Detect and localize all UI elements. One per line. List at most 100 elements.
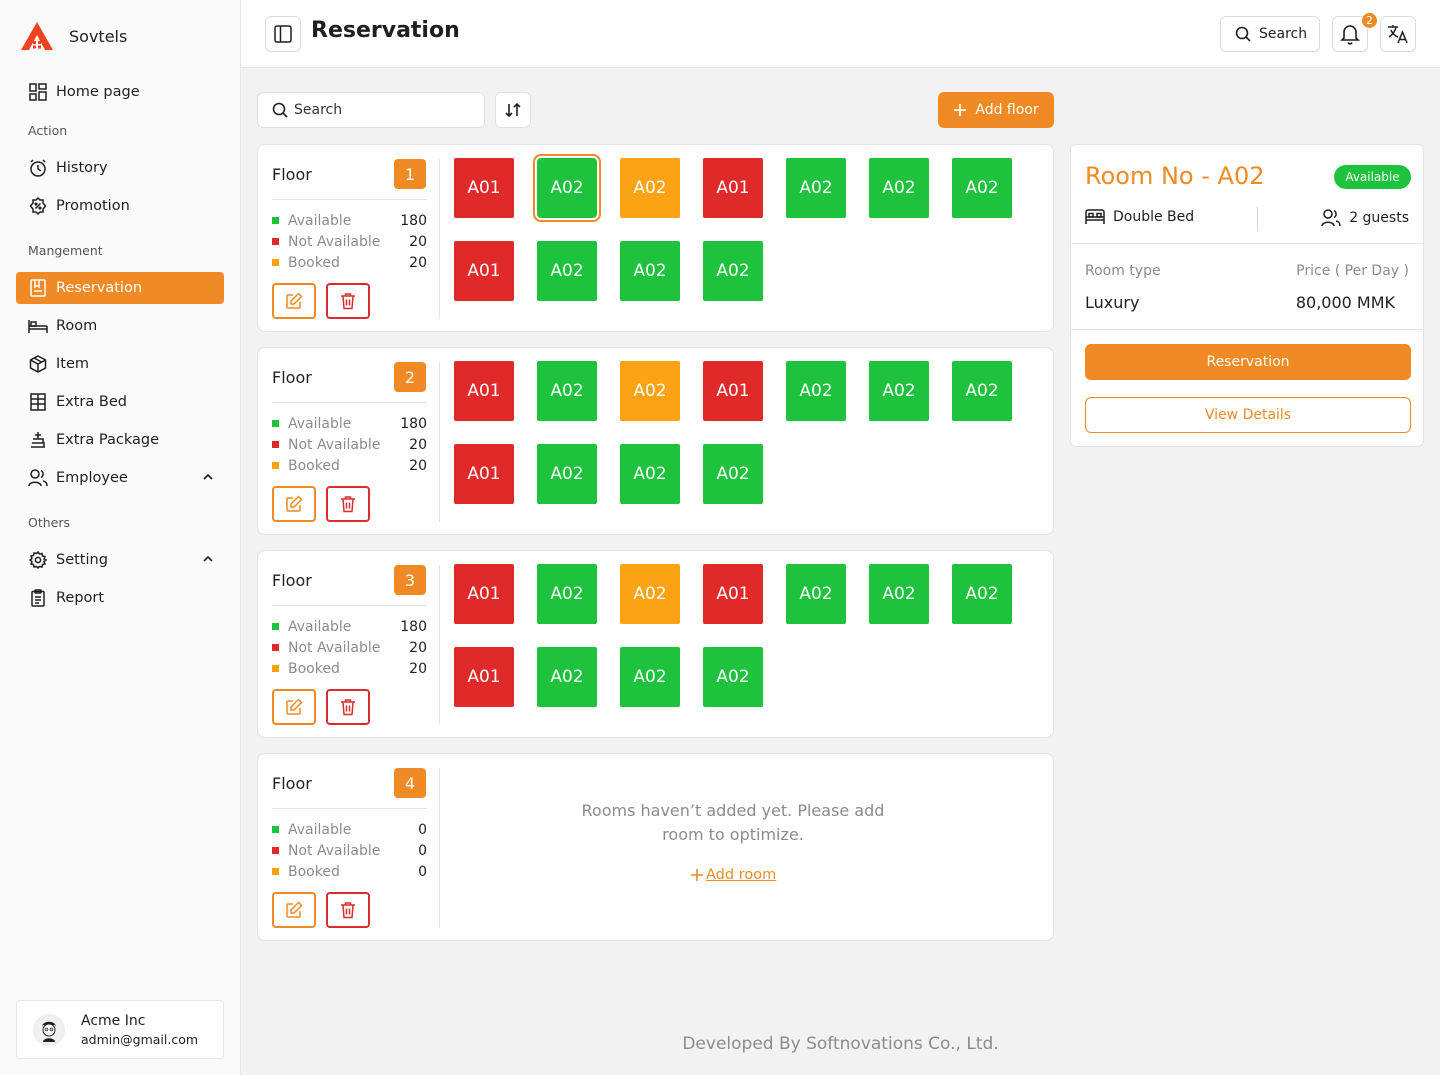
stat-value: 0 — [418, 842, 427, 859]
sidebar-item-employee[interactable]: Employee — [16, 462, 224, 494]
room-tile[interactable]: A02 — [620, 241, 680, 301]
sidebar-item-report[interactable]: Report — [16, 582, 224, 614]
room-tile[interactable]: A02 — [620, 564, 680, 624]
sidebar-item-label: Item — [56, 356, 90, 372]
legend-dot-available — [272, 623, 279, 630]
sidebar-item-room[interactable]: Room — [16, 310, 224, 342]
add-floor-button[interactable]: Add floor — [938, 92, 1054, 128]
room-tile[interactable]: A01 — [454, 564, 514, 624]
reservation-button[interactable]: Reservation — [1085, 344, 1411, 380]
translate-icon — [1388, 25, 1408, 44]
empty-rooms-message: Rooms haven’t added yet. Please add room… — [581, 801, 885, 844]
chevron-up-icon[interactable] — [202, 471, 214, 487]
room-tile[interactable]: A02 — [620, 444, 680, 504]
room-tile[interactable]: A01 — [703, 361, 763, 421]
legend-dot-booked — [272, 462, 279, 469]
sidebar-item-home[interactable]: Home page — [16, 76, 224, 108]
sort-button[interactable] — [495, 92, 531, 128]
stat-label: Available — [288, 212, 352, 229]
room-tile[interactable]: A01 — [703, 564, 763, 624]
room-tile[interactable]: A02 — [703, 647, 763, 707]
room-tile[interactable]: A02 — [869, 158, 929, 218]
header-search-button[interactable]: Search — [1220, 16, 1320, 52]
stat-label: Booked — [288, 457, 340, 474]
room-tile[interactable]: A02 — [537, 564, 597, 624]
room-search-input[interactable]: Search — [257, 92, 485, 128]
room-tile[interactable]: A02 — [869, 361, 929, 421]
add-room-link[interactable]: Add room — [690, 867, 776, 883]
stat-value: 0 — [418, 863, 427, 880]
sidebar-item-promotion[interactable]: Promotion — [16, 190, 224, 222]
floor-number-badge: 2 — [394, 362, 426, 392]
plus-icon — [954, 104, 967, 116]
user-card[interactable]: Acme Inc admin@gmail.com — [16, 1000, 224, 1059]
brand[interactable]: Sovtels — [16, 16, 127, 56]
view-details-button[interactable]: View Details — [1085, 397, 1411, 433]
stat-value: 20 — [409, 233, 427, 250]
room-tile[interactable]: A01 — [454, 158, 514, 218]
sidebar-toggle-button[interactable] — [265, 16, 301, 52]
room-tile[interactable]: A02 — [703, 444, 763, 504]
room-tile[interactable]: A01 — [703, 158, 763, 218]
floor-card: Floor 1 Available 180 Not Available 20 B… — [257, 144, 1054, 332]
edit-floor-button[interactable] — [272, 892, 316, 928]
room-tile[interactable]: A02 — [952, 361, 1012, 421]
sidebar-item-setting[interactable]: Setting — [16, 544, 224, 576]
room-tile[interactable]: A02 — [537, 361, 597, 421]
delete-floor-button[interactable] — [326, 892, 370, 928]
user-email: admin@gmail.com — [81, 1031, 199, 1047]
room-tile[interactable]: A02 — [952, 564, 1012, 624]
sidebar-item-label: History — [56, 160, 108, 176]
room-tile[interactable]: A01 — [454, 444, 514, 504]
sidebar-item-extra-bed[interactable]: Extra Bed — [16, 386, 224, 418]
delete-floor-button[interactable] — [326, 283, 370, 319]
floor-number-badge: 4 — [394, 768, 426, 798]
avatar — [33, 1013, 65, 1046]
language-button[interactable] — [1380, 16, 1416, 52]
brand-name: Sovtels — [69, 26, 128, 46]
chevron-up-icon[interactable] — [202, 553, 214, 569]
sidebar-item-history[interactable]: History — [16, 152, 224, 184]
legend-dot-available — [272, 826, 279, 833]
room-tile[interactable]: A01 — [454, 361, 514, 421]
edit-floor-button[interactable] — [272, 486, 316, 522]
legend-dot-not-available — [272, 441, 279, 448]
room-tile[interactable]: A01 — [454, 241, 514, 301]
room-tile[interactable]: A02 — [620, 158, 680, 218]
delete-floor-button[interactable] — [326, 689, 370, 725]
divider — [272, 605, 427, 606]
sidebar-item-reservation[interactable]: Reservation — [16, 272, 224, 304]
stat-label: Not Available — [288, 842, 381, 859]
room-tile[interactable]: A02 — [620, 361, 680, 421]
price-value: 80,000 MMK — [1295, 293, 1395, 312]
legend-dot-available — [272, 217, 279, 224]
reservation-icon — [28, 278, 48, 298]
room-tile[interactable]: A02 — [537, 444, 597, 504]
legend-dot-booked — [272, 868, 279, 875]
room-tile[interactable]: A02 — [533, 154, 601, 222]
room-tile[interactable]: A02 — [952, 158, 1012, 218]
room-tile[interactable]: A02 — [537, 647, 597, 707]
room-tile[interactable]: A02 — [786, 564, 846, 624]
room-tile[interactable]: A02 — [703, 241, 763, 301]
room-tile[interactable]: A01 — [454, 647, 514, 707]
room-tile[interactable]: A02 — [620, 647, 680, 707]
legend-dot-available — [272, 420, 279, 427]
room-tile[interactable]: A02 — [786, 361, 846, 421]
room-tile[interactable]: A02 — [869, 564, 929, 624]
divider — [439, 159, 440, 319]
room-tile[interactable]: A02 — [786, 158, 846, 218]
delete-floor-button[interactable] — [326, 486, 370, 522]
sidebar-item-label: Promotion — [56, 198, 130, 214]
divider — [1071, 329, 1423, 330]
floor-label: Floor — [272, 165, 312, 184]
sidebar-item-extra-package[interactable]: Extra Package — [16, 424, 224, 456]
divider — [1257, 207, 1258, 231]
edit-floor-button[interactable] — [272, 689, 316, 725]
stat-booked: Booked 20 — [272, 252, 427, 273]
search-icon — [1235, 26, 1251, 42]
edit-floor-button[interactable] — [272, 283, 316, 319]
sidebar-item-item[interactable]: Item — [16, 348, 224, 380]
section-action: Action — [28, 122, 68, 138]
room-tile[interactable]: A02 — [537, 241, 597, 301]
